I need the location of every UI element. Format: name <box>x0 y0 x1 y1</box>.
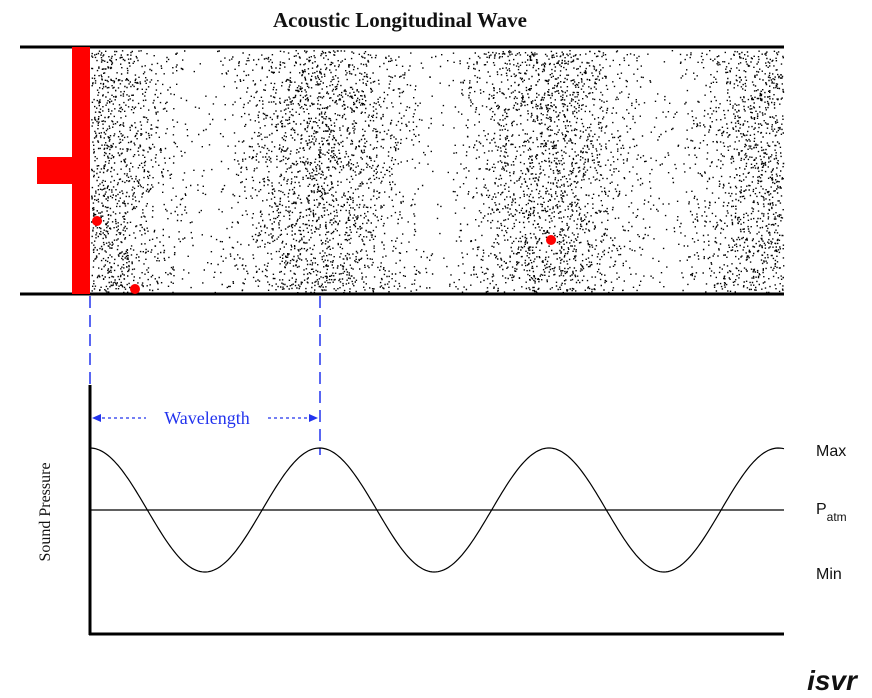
particle-marker <box>130 284 140 294</box>
patm-subscript: atm <box>827 510 847 524</box>
max-label: Max <box>816 443 846 460</box>
patm-p: P <box>816 501 827 518</box>
wavelength-label: Wavelength <box>164 408 250 428</box>
arrow-head <box>309 414 318 422</box>
particles <box>91 50 785 294</box>
logo: isvr <box>807 665 859 696</box>
particle-marker <box>92 216 102 226</box>
piston <box>72 47 90 294</box>
pressure-wave <box>89 447 785 573</box>
particle-marker <box>546 235 556 245</box>
y-axis-label: Sound Pressure <box>37 462 54 561</box>
arrow-head <box>92 414 101 422</box>
piston-handle <box>37 157 73 184</box>
particle-dots <box>91 50 785 294</box>
title: Acoustic Longitudinal Wave <box>273 8 527 32</box>
min-label: Min <box>816 566 842 583</box>
patm-label: Patm <box>816 501 847 524</box>
